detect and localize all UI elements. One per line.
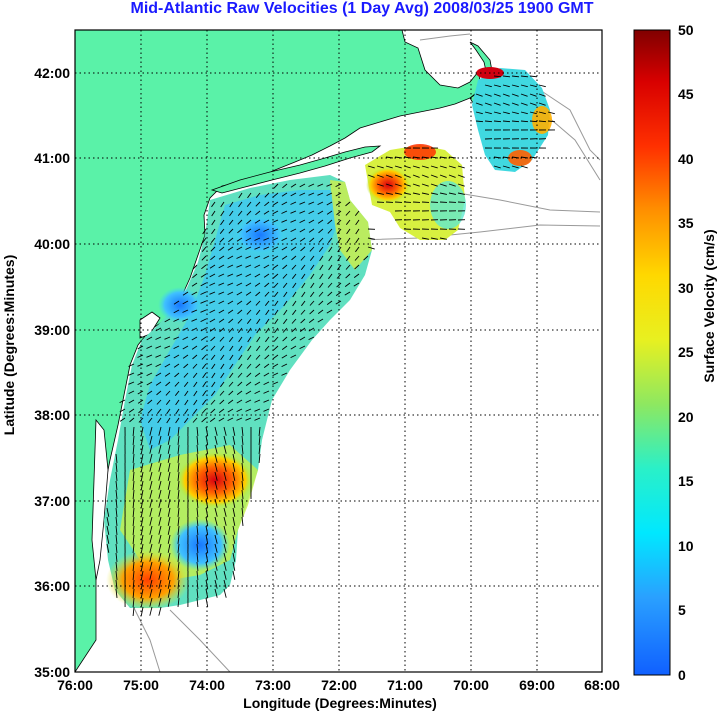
colorbar-tick-label: 0	[678, 667, 686, 683]
x-tick-label: 75:00	[123, 677, 159, 693]
colorbar-tick-label: 5	[678, 602, 686, 618]
colorbar-tick-label: 30	[678, 280, 694, 296]
y-tick-label: 40:00	[34, 236, 70, 252]
colorbar-tick-label: 20	[678, 409, 694, 425]
colorbar-tick-label: 25	[678, 344, 694, 360]
x-tick-label: 72:00	[321, 677, 357, 693]
colorbar-gradient	[634, 30, 670, 675]
y-axis-title: Latitude (Degrees:Minutes)	[1, 255, 17, 435]
colorbar-tick-label: 50	[678, 22, 694, 38]
x-tick-label: 70:00	[453, 677, 489, 693]
y-tick-label: 38:00	[34, 407, 70, 423]
y-tick-label: 36:00	[34, 578, 70, 594]
x-axis: 76:00 75:00 74:00 73:00 72:00 71:00 70:0…	[57, 677, 620, 711]
x-axis-title: Longitude (Degrees:Minutes)	[243, 695, 437, 711]
y-tick-label: 39:00	[34, 322, 70, 338]
colorbar-tick-label: 45	[678, 86, 694, 102]
colorbar-tick-label: 15	[678, 473, 694, 489]
y-tick-label: 35:00	[34, 664, 70, 680]
x-tick-label: 74:00	[189, 677, 225, 693]
colorbar-tick-label: 10	[678, 538, 694, 554]
x-tick-label: 71:00	[387, 677, 423, 693]
y-axis: 42:00 41:00 40:00 39:00 38:00 37:00 36:0…	[1, 65, 70, 680]
colorbar-tick-label: 35	[678, 215, 694, 231]
x-tick-label: 73:00	[255, 677, 291, 693]
x-tick-label: 69:00	[519, 677, 555, 693]
y-tick-label: 41:00	[34, 150, 70, 166]
colorbar-title: Surface Velocity (cm/s)	[701, 229, 717, 382]
x-tick-label: 68:00	[584, 677, 620, 693]
colorbar-tick-label: 40	[678, 151, 694, 167]
colorbar: 50 45 40 35 30 25 20 15 10 5 0 Surface V…	[634, 22, 717, 683]
y-tick-label: 37:00	[34, 493, 70, 509]
y-tick-label: 42:00	[34, 65, 70, 81]
